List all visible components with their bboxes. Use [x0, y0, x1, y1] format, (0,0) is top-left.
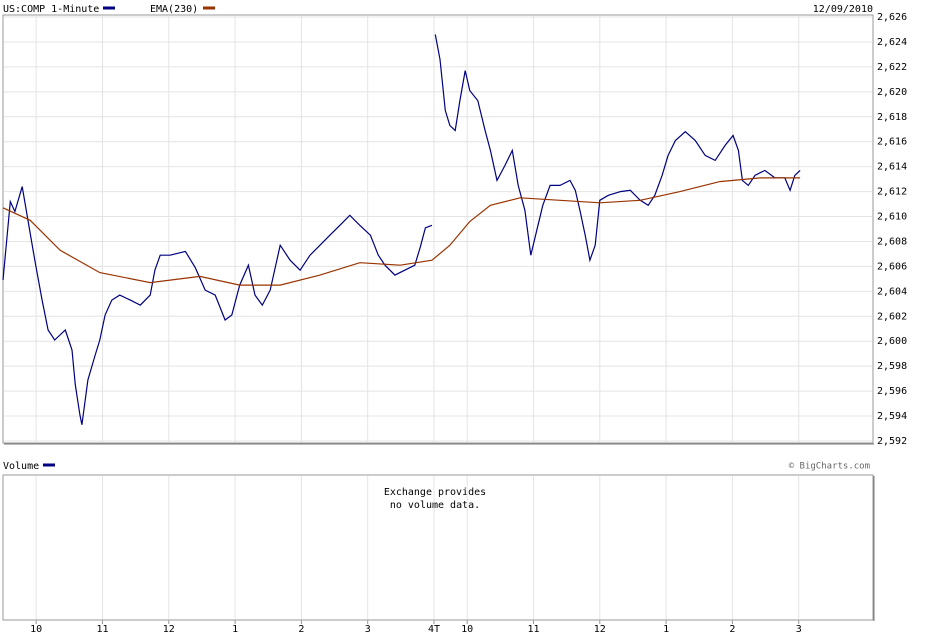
series-line [2, 34, 801, 425]
y-tick-label: 2,598 [877, 361, 907, 372]
volume-panel [2, 474, 874, 621]
x-tick-label: 11 [96, 624, 108, 635]
series-line [2, 177, 801, 286]
volume-message: no volume data. [390, 500, 480, 511]
y-tick-label: 2,612 [877, 187, 907, 198]
x-tick-label: 12 [594, 624, 606, 635]
x-tick-label: 4T [428, 624, 440, 635]
x-tick-label: 10 [461, 624, 473, 635]
y-tick-label: 2,616 [877, 137, 907, 148]
x-tick-label: 1 [232, 624, 238, 635]
y-tick-label: 2,626 [877, 12, 907, 23]
price-panel [2, 14, 874, 444]
date: 12/09/2010 [813, 4, 873, 15]
volume-message: Exchange provides [384, 487, 486, 498]
legend-label: EMA(230) [150, 4, 198, 15]
y-tick-label: 2,600 [877, 336, 907, 347]
y-tick-label: 2,620 [877, 87, 907, 98]
x-tick-label: 11 [527, 624, 539, 635]
x-tick-label: 10 [30, 624, 42, 635]
x-tick-label: 3 [365, 624, 371, 635]
x-tick-label: 12 [163, 624, 175, 635]
y-tick-label: 2,622 [877, 62, 907, 73]
legend-label: US:COMP 1-Minute [3, 4, 99, 15]
y-tick-label: 2,608 [877, 236, 907, 247]
y-tick-label: 2,614 [877, 162, 907, 173]
y-tick-label: 2,604 [877, 286, 907, 297]
x-tick-label: 2 [729, 624, 735, 635]
x-tick-label: 3 [796, 624, 802, 635]
y-tick-label: 2,594 [877, 411, 907, 422]
x-tick-label: 2 [298, 624, 304, 635]
y-tick-label: 2,624 [877, 37, 907, 48]
y-tick-label: 2,602 [877, 311, 907, 322]
y-tick-label: 2,592 [877, 436, 907, 447]
x-tick-label: 1 [663, 624, 669, 635]
y-tick-label: 2,606 [877, 261, 907, 272]
y-tick-label: 2,610 [877, 212, 907, 223]
y-tick-label: 2,618 [877, 112, 907, 123]
volume-label: Volume [3, 461, 39, 472]
credit: © BigCharts.com [789, 462, 870, 472]
y-tick-label: 2,596 [877, 386, 907, 397]
